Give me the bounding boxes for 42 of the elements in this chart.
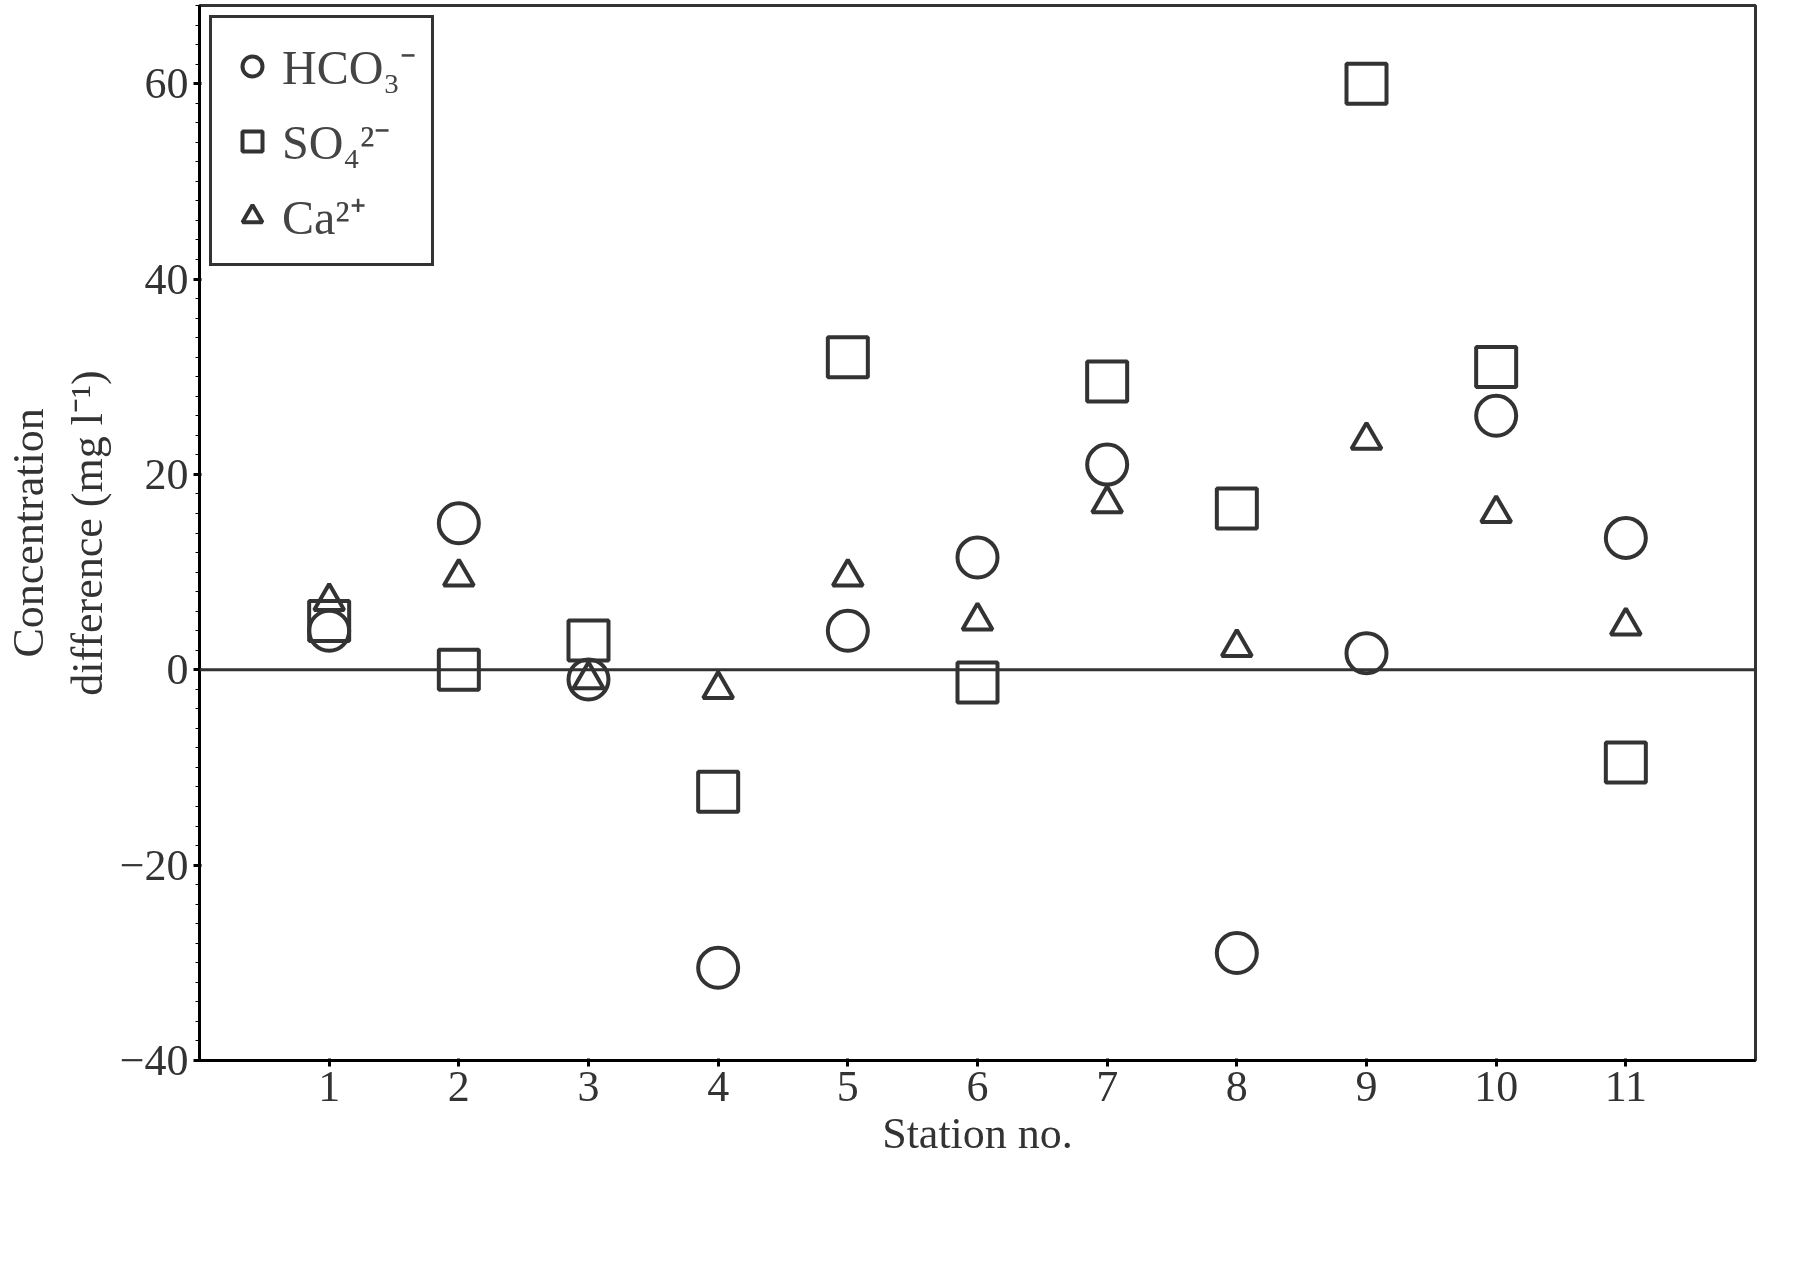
x-axis-title: Station no.: [882, 1108, 1073, 1158]
point: [436, 647, 481, 692]
y-tick-label: 20: [144, 449, 189, 499]
x-tick-label: 1: [318, 1061, 341, 1111]
x-tick-label: 11: [1604, 1061, 1648, 1111]
point: [955, 660, 1000, 705]
y-tick-label: 60: [144, 59, 189, 109]
legend-label: HCO₃⁻: [282, 40, 417, 96]
point: [1474, 393, 1519, 438]
x-tick-label: 10: [1474, 1061, 1519, 1111]
point: [1214, 931, 1259, 976]
point: [1474, 344, 1519, 389]
legend-label: Ca²⁺: [282, 190, 366, 246]
point: [825, 608, 870, 653]
y-tick-label: 0: [166, 645, 189, 695]
point: [696, 945, 741, 990]
point: [1603, 740, 1648, 785]
legend-label: SO₄²⁻: [282, 115, 391, 171]
y-tick-label: −20: [119, 840, 189, 890]
point: [1085, 359, 1130, 404]
x-tick-label: 4: [707, 1061, 730, 1111]
y-tick-label: −40: [119, 1036, 189, 1085]
y-tick-label: 40: [144, 254, 189, 304]
x-tick-label: 7: [1096, 1061, 1119, 1111]
point: [307, 598, 352, 643]
point: [1085, 442, 1130, 487]
point: [1214, 486, 1259, 531]
x-tick-label: 2: [447, 1061, 470, 1111]
y-axis-title: Concentration difference (mg l⁻¹): [3, 370, 112, 696]
point: [696, 769, 741, 814]
point: [1344, 61, 1389, 106]
x-tick-label: 9: [1355, 1061, 1378, 1111]
point: [1603, 515, 1648, 560]
point: [436, 501, 481, 546]
x-tick-label: 5: [836, 1061, 859, 1111]
point: [825, 335, 870, 380]
point: [1344, 631, 1389, 676]
x-tick-label: 8: [1225, 1061, 1248, 1111]
point: [566, 618, 611, 663]
point: [955, 535, 1000, 580]
x-tick-label: 6: [966, 1061, 989, 1111]
x-tick-label: 3: [577, 1061, 600, 1111]
